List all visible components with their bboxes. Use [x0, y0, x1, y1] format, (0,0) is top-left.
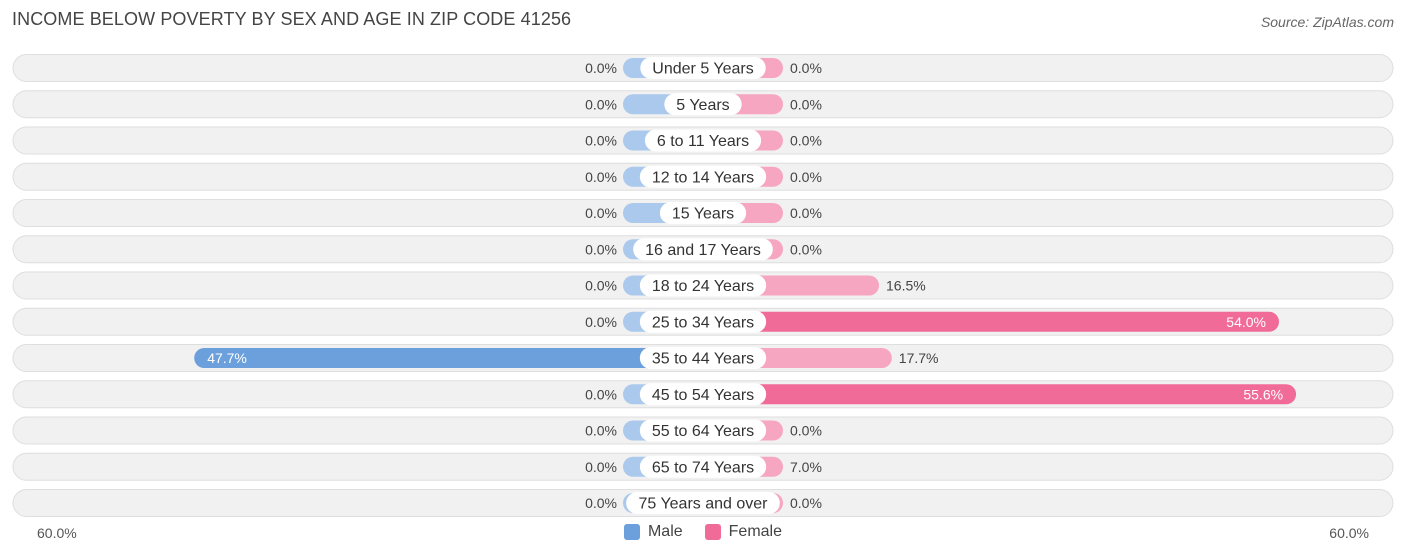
legend-label-male: Male: [647, 523, 683, 540]
female-value-label: 7.0%: [790, 459, 822, 475]
category-pill: [639, 310, 767, 333]
category-label: 15 Years: [672, 206, 734, 223]
male-value-label: 0.0%: [585, 169, 617, 185]
female-value-label: 55.6%: [1243, 386, 1283, 402]
category-label: 45 to 54 Years: [652, 387, 754, 404]
female-bar: [703, 384, 1297, 405]
source-credit: Source: ZipAtlas.com: [1260, 14, 1394, 30]
female-value-label: 0.0%: [790, 96, 822, 112]
category-pill: [639, 347, 767, 369]
legend-item-female: Female: [704, 523, 783, 541]
male-value-label: 0.0%: [585, 495, 617, 511]
female-value-label: 0.0%: [790, 205, 822, 221]
female-value-label: 0.0%: [790, 423, 822, 439]
category-label: 75 Years and over: [639, 496, 769, 513]
category-pill: [639, 274, 767, 297]
male-value-label: 0.0%: [585, 205, 617, 221]
category-label: 25 to 34 Years: [652, 314, 754, 331]
legend-swatch-female: [704, 524, 721, 540]
category-pill: [644, 129, 762, 152]
category-label: 18 to 24 Years: [652, 278, 754, 295]
male-value-label: 0.0%: [585, 278, 617, 294]
legend-label-female: Female: [728, 523, 783, 540]
category-pill: [639, 165, 767, 188]
category-label: 6 to 11 Years: [657, 133, 749, 150]
female-value-label: 17.7%: [899, 350, 939, 366]
category-pill: [640, 57, 766, 79]
category-label: 65 to 74 Years: [652, 459, 754, 476]
poverty-chart: 0.0% 0.0% Under 5 Years 0.0% 0.0% 5 Years 0.0%…: [12, 54, 1394, 517]
female-value-label: 54.0%: [1226, 314, 1266, 330]
female-value-label: 0.0%: [790, 241, 822, 257]
male-value-label: 47.7%: [207, 350, 247, 366]
male-value-label: 0.0%: [585, 241, 617, 257]
legend-item-male: Male: [623, 523, 683, 541]
category-label: Under 5 Years: [652, 61, 753, 78]
legend-swatch-male: [623, 524, 640, 540]
category-pill: [639, 419, 767, 442]
category-pill: [664, 93, 742, 116]
female-value-label: 0.0%: [790, 133, 822, 149]
category-pill: [639, 383, 767, 406]
legend: Male Female: [0, 523, 1406, 541]
male-value-label: 0.0%: [585, 60, 617, 76]
female-value-label: 0.0%: [790, 169, 822, 185]
male-value-label: 0.0%: [585, 96, 617, 112]
female-value-label: 0.0%: [790, 495, 822, 511]
category-label: 12 to 14 Years: [652, 169, 754, 186]
category-pill: [626, 492, 780, 514]
female-value-label: 0.0%: [790, 60, 822, 76]
category-label: 5 Years: [676, 97, 729, 114]
category-label: 16 and 17 Years: [645, 242, 761, 259]
category-pill: [659, 202, 747, 224]
male-value-label: 0.0%: [585, 314, 617, 330]
category-label: 35 to 44 Years: [652, 351, 754, 368]
male-bar: [194, 348, 703, 368]
chart-title: INCOME BELOW POVERTY BY SEX AND AGE IN Z…: [12, 9, 572, 29]
axis-right-label: 60.0%: [1329, 525, 1369, 541]
male-value-label: 0.0%: [585, 386, 617, 402]
female-bar: [703, 311, 1279, 332]
category-label: 55 to 64 Years: [652, 423, 754, 440]
category-pill: [639, 455, 767, 478]
category-pill: [633, 238, 773, 261]
male-value-label: 0.0%: [585, 133, 617, 149]
axis-left-label: 60.0%: [37, 525, 77, 541]
female-value-label: 16.5%: [886, 278, 926, 294]
male-value-label: 0.0%: [585, 423, 617, 439]
male-value-label: 0.0%: [585, 459, 617, 475]
